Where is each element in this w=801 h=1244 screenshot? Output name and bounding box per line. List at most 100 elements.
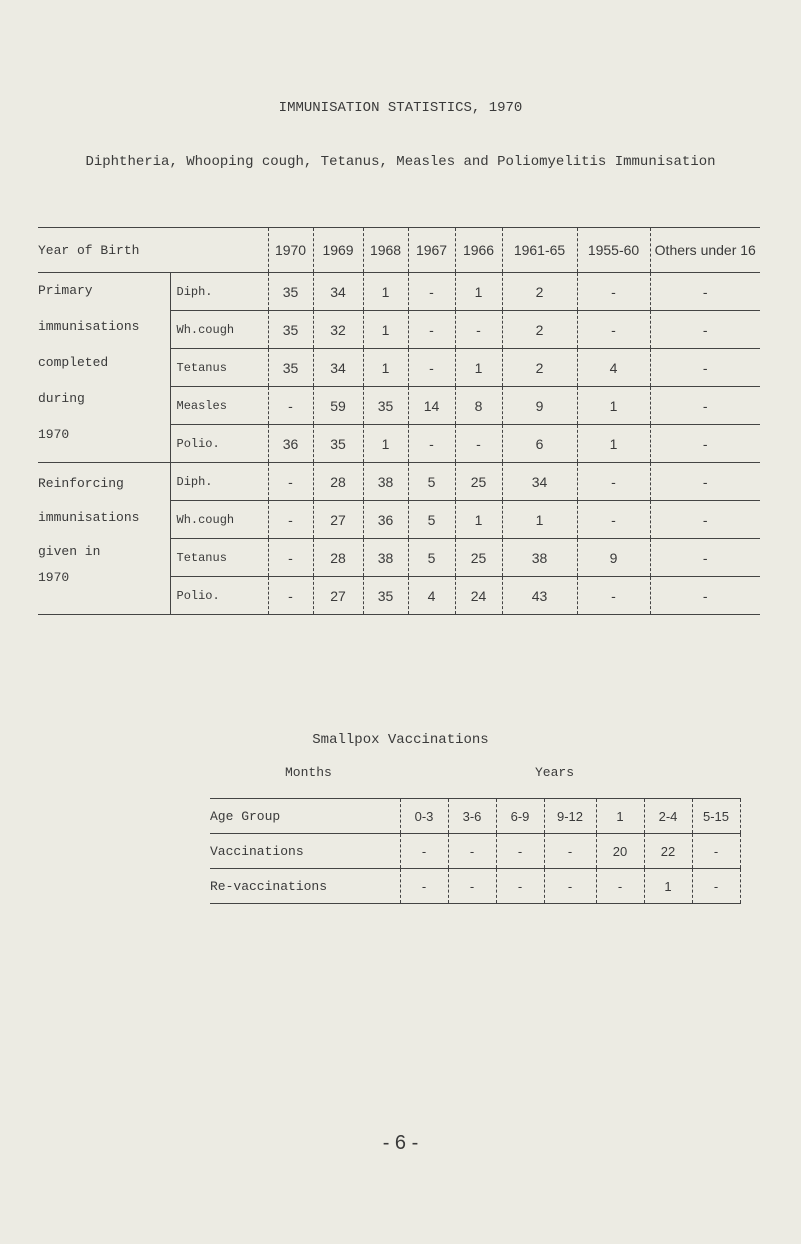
row-label: Vaccinations (210, 833, 401, 869)
group-label-line: during (38, 391, 85, 406)
page-title: IMMUNISATION STATISTICS, 1970 (278, 100, 523, 116)
table-cell: - (649, 386, 761, 425)
table-row: Polio. -27 35 4 24 43- - (38, 576, 761, 615)
group-label-line: Primary (38, 283, 93, 298)
table-row: Vaccinations - - - -20 22- (210, 833, 741, 869)
table-cell: 35 (267, 310, 314, 349)
table-cell: 1 (643, 868, 693, 904)
table-cell: - (267, 538, 314, 577)
table-row: Reinforcing immunisations given in 1970 Diph… (38, 462, 761, 615)
table-cell: 5 (407, 500, 456, 539)
table-cell: - (495, 868, 545, 904)
row-label: Tetanus (169, 348, 269, 387)
table-cell: - (454, 310, 503, 349)
table-cell: - (407, 272, 456, 311)
table-cell: - (407, 424, 456, 463)
column-header: 1967 (407, 227, 456, 273)
row-label: Polio. (169, 424, 269, 463)
table-cell: - (576, 576, 651, 615)
table-cell: 14 (407, 386, 456, 425)
table-cell: - (407, 310, 456, 349)
row-label: Diph. (169, 462, 269, 501)
column-header: 1966 (454, 227, 503, 273)
group-label: Reinforcing immunisations given in 1970 (38, 462, 171, 615)
table-cell: 27 (312, 576, 364, 615)
table-cell: 1 (454, 348, 503, 387)
row-label: Polio. (169, 576, 269, 615)
header-row: Year of Birth 1970 1969 1968 1967 1966 1961-65… (38, 227, 761, 273)
smallpox-title: Smallpox Vaccinations (312, 732, 489, 748)
table-cell: - (454, 424, 503, 463)
table-cell: 59 (312, 386, 364, 425)
page-number: - 6 - (382, 1132, 419, 1154)
table-cell: - (649, 310, 761, 349)
table-cell: 35 (267, 272, 314, 311)
months-label: Months (285, 765, 332, 780)
table-cell: - (399, 868, 449, 904)
header-label: Age Group (210, 798, 401, 834)
table-cell: 1 (362, 424, 409, 463)
table-cell: - (543, 868, 597, 904)
table-cell: 2 (501, 348, 578, 387)
table-cell: 43 (501, 576, 578, 615)
smallpox-table: Age Group 0-3 3-6 6-9 9-12 1 2-4 5-15 Vaccinatio… (210, 798, 741, 904)
column-header: 5-15 (691, 798, 741, 834)
page-subtitle: Diphtheria, Whooping cough, Tetanus, Mea… (85, 154, 716, 170)
table-row: Primary immunisations completed during 1970 D… (38, 272, 761, 463)
row-label: Diph. (169, 272, 269, 311)
table-cell: 25 (454, 538, 503, 577)
table-cell: - (649, 424, 761, 463)
table-cell: 34 (312, 348, 364, 387)
table-cell: 34 (501, 462, 578, 501)
table-cell: 35 (312, 424, 364, 463)
table-row: Measles -59 35 14 8 9 1- (38, 386, 761, 425)
table-cell: - (576, 462, 651, 501)
row-label: Wh.cough (169, 500, 269, 539)
table-cell: 35 (362, 576, 409, 615)
table-cell: 1 (501, 500, 578, 539)
column-header: 1955-60 (576, 227, 651, 273)
group-label-line: given in (38, 544, 101, 559)
table-row: Wh.cough 35 32 1- -2- - (38, 310, 761, 349)
table-cell: - (649, 576, 761, 615)
row-label: Measles (169, 386, 269, 425)
table-cell: 4 (407, 576, 456, 615)
column-header: Others under 16 (649, 227, 761, 273)
table-cell: 32 (312, 310, 364, 349)
table-cell: 1 (362, 310, 409, 349)
row-label: Wh.cough (169, 310, 269, 349)
table-cell: 24 (454, 576, 503, 615)
table-cell: 9 (576, 538, 651, 577)
group-label-line: immunisations (38, 319, 140, 334)
group-label: Primary immunisations completed during 1970 (38, 272, 171, 463)
column-header: 9-12 (543, 798, 597, 834)
table-cell: - (649, 462, 761, 501)
table-cell: - (691, 833, 741, 869)
table-cell: - (447, 833, 497, 869)
table-cell: 1 (576, 386, 651, 425)
column-header: 1968 (362, 227, 409, 273)
group-label-line: Reinforcing (38, 476, 124, 491)
table-cell: 27 (312, 500, 364, 539)
table-cell: - (267, 386, 314, 425)
table-cell: - (543, 833, 597, 869)
table-cell: 38 (362, 538, 409, 577)
table-cell: - (267, 462, 314, 501)
table-cell: 35 (362, 386, 409, 425)
column-header: 1970 (267, 227, 314, 273)
column-header: 3-6 (447, 798, 497, 834)
table-cell: 1 (362, 272, 409, 311)
column-header: 1961-65 (501, 227, 578, 273)
group-label-line: 1970 (38, 570, 70, 585)
table-cell: 38 (362, 462, 409, 501)
table-cell: 38 (501, 538, 578, 577)
table-cell: 28 (312, 462, 364, 501)
table-cell: - (649, 272, 761, 311)
table-cell: - (495, 833, 545, 869)
table-cell: 25 (454, 462, 503, 501)
years-label: Years (535, 765, 575, 780)
group-label-line: immunisations (38, 510, 140, 525)
table-cell: 9 (501, 386, 578, 425)
row-label: Tetanus (169, 538, 269, 577)
column-header: 2-4 (643, 798, 693, 834)
